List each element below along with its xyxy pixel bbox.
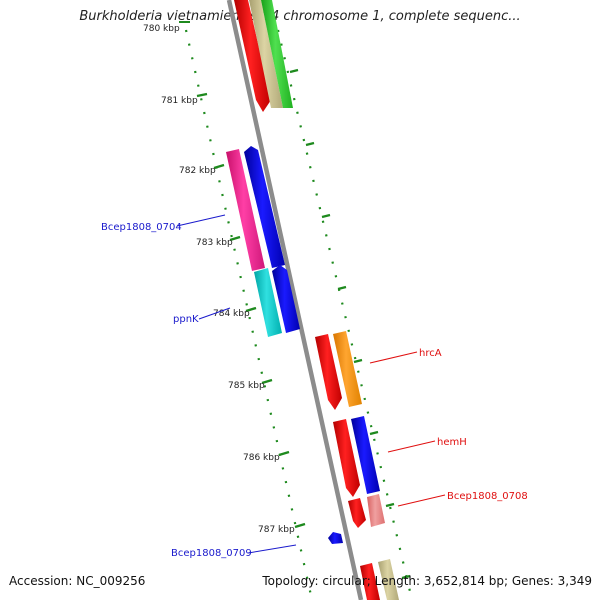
- chromosome-backbone: [226, 0, 364, 600]
- tick-mark-787: [294, 522, 306, 529]
- gene-feature-red-bottom[interactable]: [360, 563, 380, 600]
- gene-feature-pink[interactable]: [226, 149, 265, 271]
- gene-feature-red-small[interactable]: [348, 498, 366, 528]
- gene-label-hemh[interactable]: hemH: [437, 437, 467, 448]
- tick-mark-781: [196, 92, 208, 98]
- gene-feature-salmon[interactable]: [367, 494, 385, 527]
- leader-line-ppnk: [198, 307, 231, 320]
- accession-text: Accession: NC_009256: [9, 574, 146, 588]
- gene-label-hrca[interactable]: hrcA: [419, 348, 442, 359]
- gene-feature-tan-bottom[interactable]: [378, 559, 399, 600]
- tick-label-787: 787 kbp: [258, 525, 295, 535]
- leader-line-hemh: [387, 440, 436, 453]
- gene-feature-red-hemh[interactable]: [333, 419, 360, 497]
- gene-feature-blue-tiny[interactable]: [328, 532, 343, 544]
- gene-label-bcep1808-0708[interactable]: Bcep1808_0708: [447, 491, 528, 502]
- tick-mark-785: [261, 378, 273, 385]
- gene-feature-blue-hemh[interactable]: [351, 416, 380, 494]
- gene-feature-red-top[interactable]: [234, 0, 271, 112]
- tick-label-780: 780 kbp: [143, 24, 180, 34]
- tick-mark-782: [213, 163, 225, 170]
- gene-label-bcep1808-0709[interactable]: Bcep1808_0709: [171, 548, 252, 559]
- tick-label-783: 783 kbp: [196, 238, 233, 248]
- gene-feature-cyan[interactable]: [254, 268, 282, 337]
- leader-line-bcep1808-0704: [176, 214, 226, 227]
- leader-line-bcep1808-0708: [397, 494, 446, 507]
- gene-feature-orange-hrca[interactable]: [333, 331, 362, 407]
- tick-label-785: 785 kbp: [228, 381, 265, 391]
- gene-label-bcep1808-0704[interactable]: Bcep1808_0704: [101, 222, 182, 233]
- tick-mark-783: [229, 235, 241, 242]
- tick-label-781: 781 kbp: [161, 96, 198, 106]
- gene-feature-red-hrca-left[interactable]: [315, 334, 342, 410]
- gene-feature-tan-top[interactable]: [249, 0, 283, 108]
- tick-label-782: 782 kbp: [179, 166, 216, 176]
- gene-feature-blue-2[interactable]: [272, 265, 300, 333]
- genome-summary-text: Topology: circular; Length: 3,652,814 bp…: [262, 574, 592, 588]
- right-track-ticks: [289, 68, 411, 580]
- leader-line-bcep1808-0709: [247, 544, 297, 554]
- gene-feature-blue-1[interactable]: [244, 146, 285, 268]
- gene-label-ppnk[interactable]: ppnK: [173, 314, 199, 325]
- tick-label-786: 786 kbp: [243, 453, 280, 463]
- gene-feature-green-top[interactable]: [261, 0, 293, 108]
- map-title: Burkholderia vietnamiensis G4 chromosome…: [79, 9, 521, 24]
- tick-label-784: 784 kbp: [213, 309, 250, 319]
- tick-mark-786: [278, 450, 290, 457]
- leader-line-hrca: [369, 351, 418, 364]
- tick-mark-784: [245, 306, 257, 313]
